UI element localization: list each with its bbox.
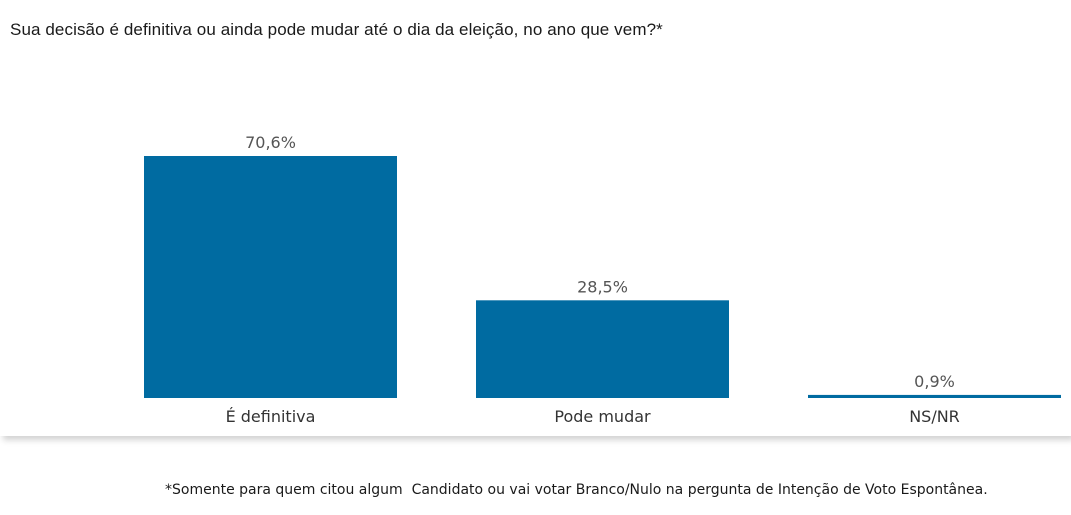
bar-chart: 70,6% É definitiva 28,5% Pode mudar 0,9% NS/N…: [144, 133, 1061, 426]
category-label-2: NS/NR: [909, 407, 960, 426]
bars-group: [144, 156, 1061, 398]
value-label-1: 28,5%: [577, 277, 628, 296]
value-label-0: 70,6%: [245, 133, 296, 152]
category-label-1: Pode mudar: [554, 407, 651, 426]
bar-1: [476, 300, 729, 398]
value-label-2: 0,9%: [914, 372, 955, 391]
bar-0: [144, 156, 397, 398]
category-label-0: É definitiva: [226, 407, 316, 426]
chart-card: Sua decisão é definitiva ou ainda pode m…: [10, 20, 1061, 426]
bar-2: [808, 394, 1061, 398]
chart-title: Sua decisão é definitiva ou ainda pode m…: [10, 20, 663, 39]
labels-group: 70,6% É definitiva 28,5% Pode mudar 0,9% NS/N…: [226, 133, 960, 426]
footnote: *Somente para quem citou algum Candidato…: [165, 482, 988, 498]
